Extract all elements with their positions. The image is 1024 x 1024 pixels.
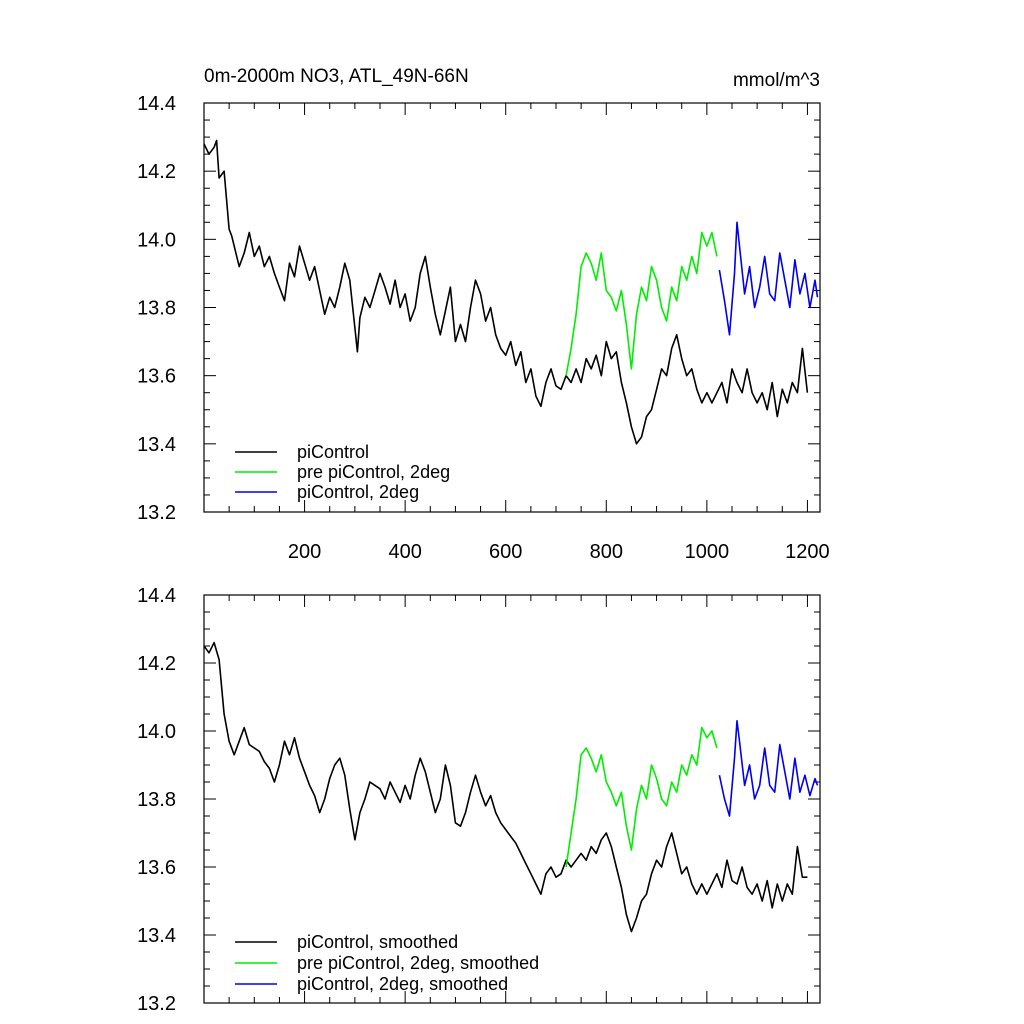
chart-title: 0m-2000m NO3, ATL_49N-66N (204, 66, 469, 87)
y-tick-label: 14.4 (137, 93, 176, 115)
y-tick-label: 14.4 (137, 585, 176, 607)
plot-frame (203, 594, 821, 1004)
units-label: mmol/m^3 (733, 70, 820, 91)
panel-top: 0m-2000m NO3, ATL_49N-66N mmol/m^3 13.21… (137, 66, 830, 563)
series-line-0 (203, 139, 809, 445)
x-tick-label: 400 (388, 541, 421, 563)
y-tick-label: 14.0 (137, 229, 176, 251)
y-tick-label: 13.8 (137, 298, 176, 320)
series-line-2 (718, 221, 819, 336)
y-tick-label: 13.4 (137, 434, 176, 456)
x-tick-label: 800 (590, 541, 623, 563)
y-tick-label: 14.0 (137, 721, 176, 743)
series-line-1 (565, 726, 718, 868)
legend-label: piControl, 2deg (297, 482, 419, 502)
x-tick-label: 600 (489, 541, 522, 563)
legend-label: piControl, smoothed (297, 932, 458, 952)
legend-label: piControl (297, 442, 369, 462)
series-layer (203, 641, 819, 933)
y-tick-label: 13.6 (137, 857, 176, 879)
axes-ticks: 13.2 13.4 13.6 13.8 14.0 14.2 14.4 (137, 585, 820, 1015)
legend-label: piControl, 2deg, smoothed (297, 974, 508, 994)
x-tick-label: 1200 (785, 541, 830, 563)
series-line-0 (203, 641, 808, 933)
axes-ticks: 13.2 13.4 13.6 13.8 14.0 14.2 14.4 200 400 600 800… (137, 93, 830, 563)
y-tick-label: 14.2 (137, 653, 176, 675)
y-tick-label: 13.2 (137, 993, 176, 1015)
x-tick-label: 200 (288, 541, 321, 563)
series-layer (203, 139, 819, 445)
panel-bottom: 13.2 13.4 13.6 13.8 14.0 14.2 14.4 piControl, … (137, 585, 821, 1015)
y-tick-label: 13.8 (137, 789, 176, 811)
y-tick-label: 13.4 (137, 925, 176, 947)
x-tick-label: 1000 (685, 541, 730, 563)
y-tick-label: 14.2 (137, 161, 176, 183)
y-tick-label: 13.6 (137, 366, 176, 388)
series-line-1 (565, 231, 718, 376)
y-tick-label: 13.2 (137, 502, 176, 524)
legend-label: pre piControl, 2deg, smoothed (297, 953, 539, 973)
legend-label: pre piControl, 2deg (297, 462, 450, 482)
series-line-2 (718, 719, 819, 817)
plot-frame (203, 102, 821, 513)
